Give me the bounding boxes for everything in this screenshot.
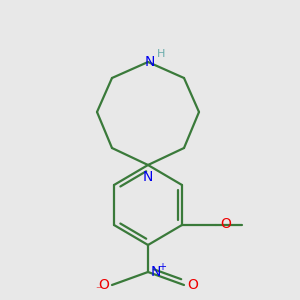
Text: N: N: [145, 55, 155, 69]
Text: +: +: [158, 262, 166, 272]
Text: O: O: [220, 217, 231, 231]
Text: H: H: [157, 49, 165, 59]
Text: ⁻: ⁻: [95, 285, 101, 295]
Text: O: O: [187, 278, 198, 292]
Text: N: N: [151, 265, 161, 279]
Text: O: O: [98, 278, 109, 292]
Text: N: N: [143, 170, 153, 184]
